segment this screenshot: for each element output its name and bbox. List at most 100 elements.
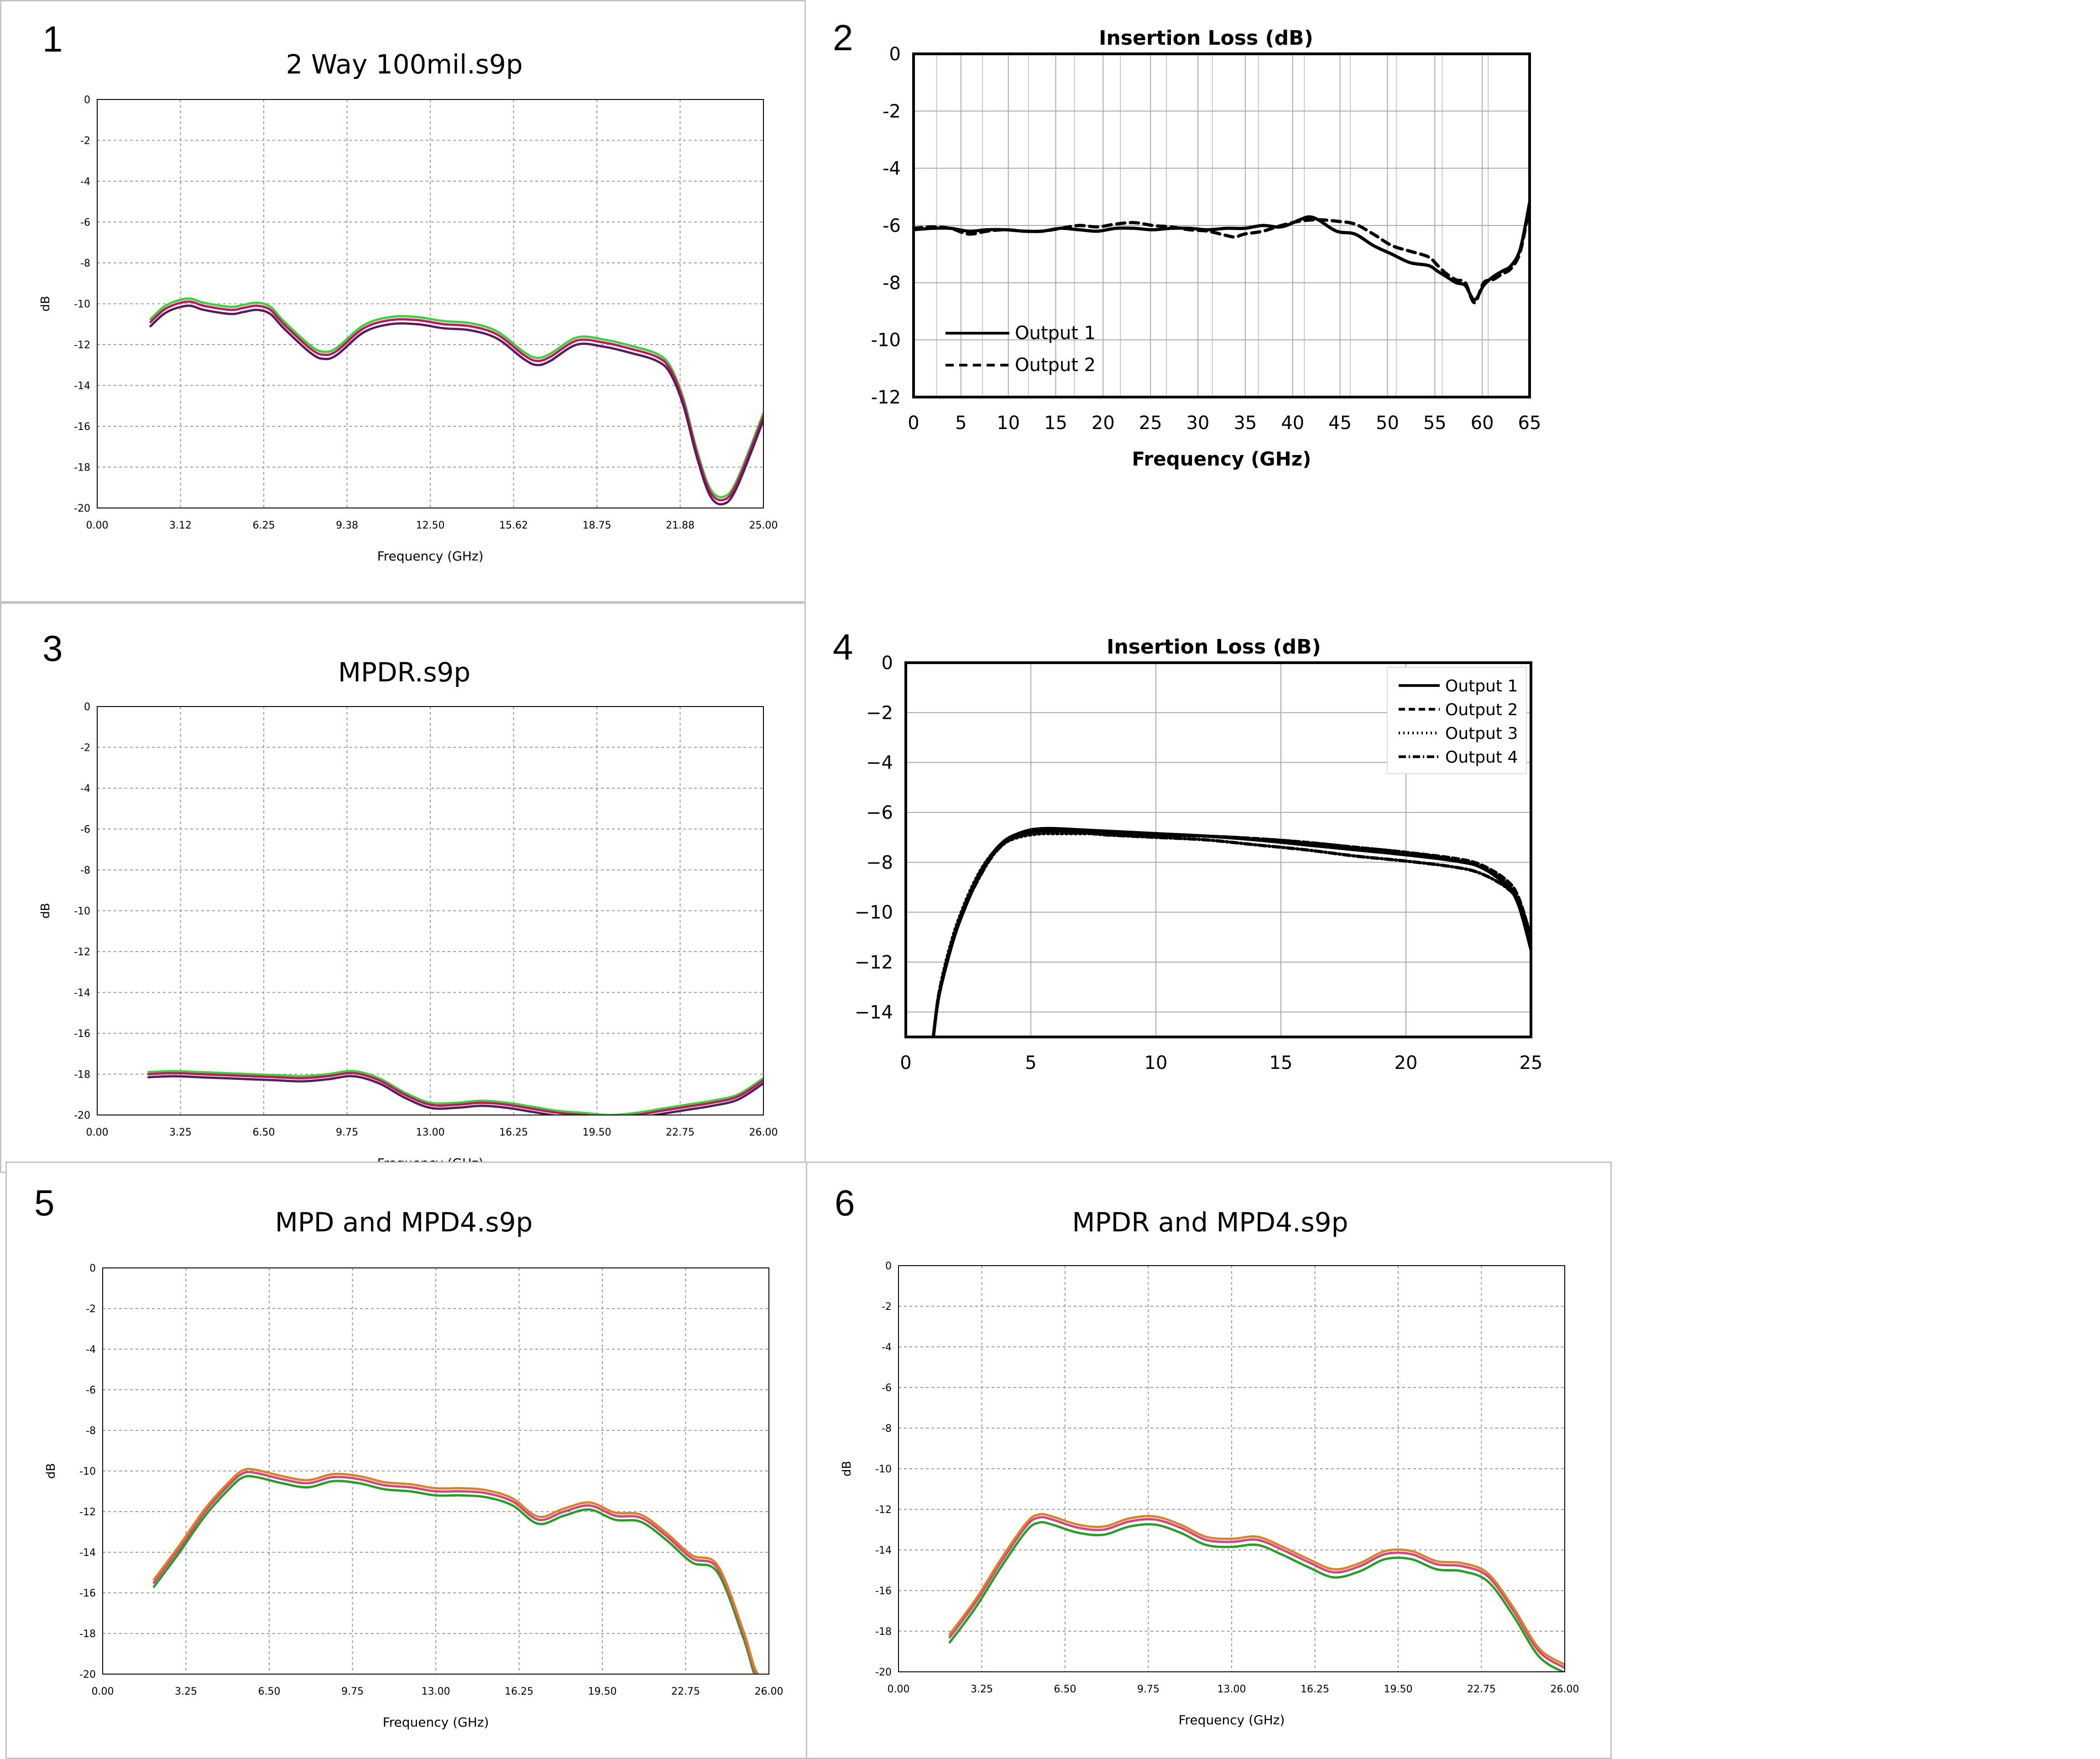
legend-label: Output 2 [1445, 701, 1518, 719]
series-line [149, 304, 763, 506]
x-tick-label: 13.00 [1217, 1684, 1246, 1695]
x-axis-label: Frequency (GHz) [1179, 1712, 1285, 1728]
x-axis-label: Frequency (GHz) [377, 549, 484, 564]
series-line [914, 201, 1530, 302]
series-line [948, 1513, 1565, 1666]
chart-title: Insertion Loss (dB) [1107, 635, 1321, 659]
x-tick-label: 5 [1025, 1052, 1036, 1073]
x-tick-label: 10 [1144, 1052, 1168, 1073]
x-tick-label: 22.75 [666, 1127, 695, 1138]
x-tick-label: 16.25 [1301, 1684, 1329, 1695]
x-tick-label: 22.75 [671, 1686, 700, 1697]
y-tick-label: -12 [875, 1504, 892, 1516]
y-tick-label: -18 [79, 1628, 96, 1640]
y-tick-label: -6 [80, 217, 90, 229]
x-tick-label: 10 [997, 413, 1020, 434]
x-tick-label: 15 [1044, 413, 1067, 434]
y-tick-label: -8 [80, 865, 90, 876]
y-tick-label: −12 [855, 952, 893, 973]
y-tick-label: -18 [875, 1626, 892, 1638]
y-tick-label: -20 [875, 1667, 892, 1678]
chart-title: 2 Way 100mil.s9p [286, 49, 522, 80]
x-tick-label: 18.75 [583, 520, 611, 531]
y-tick-label: -12 [74, 947, 90, 958]
y-tick-label: -8 [882, 1423, 892, 1434]
y-tick-label: -8 [86, 1425, 96, 1437]
y-tick-label: -6 [86, 1385, 96, 1396]
x-tick-label: 55 [1423, 413, 1447, 434]
y-tick-label: −6 [866, 802, 893, 823]
x-axis-label: Frequency (GHz) [1132, 448, 1311, 470]
y-axis-label: dB [840, 1461, 854, 1476]
series-group [914, 201, 1530, 304]
y-tick-label: -8 [883, 272, 901, 293]
y-tick-label: -2 [86, 1304, 96, 1315]
x-tick-label: 0.00 [888, 1684, 910, 1695]
x-tick-label: 25.00 [749, 520, 778, 531]
y-tick-label: -10 [74, 906, 90, 917]
series-group [931, 827, 1531, 1037]
y-tick-label: 0 [882, 653, 893, 674]
y-tick-label: -20 [74, 1110, 90, 1121]
x-axis-label: Frequency (GHz) [1129, 1088, 1308, 1091]
panel-number: 2 [833, 17, 853, 58]
y-tick-label: 0 [84, 94, 90, 106]
series-group [147, 1070, 763, 1115]
x-tick-label: 65 [1518, 413, 1541, 434]
x-tick-label: 6.50 [253, 1127, 275, 1138]
x-tick-label: 3.25 [175, 1686, 197, 1697]
legend-label: Output 1 [1445, 677, 1518, 696]
y-tick-label: -2 [882, 1301, 892, 1313]
y-tick-label: -16 [875, 1586, 892, 1597]
chart-panel-3: 3 MPDR.s9p 0.00 3.25 6.50 9.75 13.00 16.25 19.50… [0, 602, 806, 1173]
legend-label: Output 4 [1445, 748, 1518, 767]
chart-panel-1: 1 2 Way 100mil.s9p 0.00 3.12 6.25 9.38 12.50 15… [0, 0, 806, 602]
plot-frame [912, 52, 1531, 398]
x-tick-label: 9.38 [336, 520, 358, 531]
x-tick-label: 60 [1471, 413, 1494, 434]
series-line [948, 1516, 1565, 1669]
panel-number: 5 [34, 1183, 55, 1223]
y-tick-label: -2 [80, 743, 90, 754]
panel-number: 3 [42, 628, 63, 669]
chart-title: Insertion Loss (dB) [1099, 26, 1313, 50]
x-tick-label: 3.25 [971, 1684, 993, 1695]
x-tick-label: 0 [900, 1052, 911, 1073]
chart-title: MPDR.s9p [338, 657, 470, 688]
legend-label: Output 2 [1015, 355, 1096, 376]
y-tick-label: -18 [74, 462, 90, 474]
y-tick-label: -14 [875, 1545, 892, 1556]
y-tick-label: 0 [84, 702, 90, 713]
y-axis-label: dB [39, 903, 52, 918]
y-tick-label: -6 [883, 215, 901, 236]
x-tick-label: 15.62 [499, 520, 528, 531]
series-line [147, 1075, 763, 1115]
y-tick-label: -20 [79, 1669, 96, 1680]
plot-frame [904, 661, 1532, 1038]
chart-svg: 2 Insertion Loss (dB) 0 5 10 15 20 25 30 35 40 45 50… [833, 17, 1541, 470]
x-tick-label: 19.50 [1384, 1684, 1413, 1695]
series-line [152, 1475, 756, 1674]
y-tick-label: -2 [80, 136, 90, 147]
series-line [152, 1468, 760, 1674]
series-line [931, 827, 1531, 1037]
y-tick-label: -12 [871, 387, 901, 408]
x-tick-label: 9.75 [336, 1127, 358, 1138]
x-tick-label: 6.25 [253, 520, 275, 531]
series-line [914, 204, 1530, 304]
x-tick-label: 26.00 [749, 1127, 778, 1138]
y-tick-label: -4 [883, 158, 901, 179]
x-tick-label: 6.50 [1054, 1684, 1076, 1695]
x-tick-label: 16.25 [505, 1686, 533, 1697]
x-tick-label: 15 [1269, 1052, 1293, 1073]
y-tick-label: -2 [883, 101, 901, 122]
x-tick-label: 13.00 [416, 1127, 445, 1138]
x-tick-label: 26.00 [1551, 1684, 1579, 1695]
chart-svg: 1 2 Way 100mil.s9p 0.00 3.12 6.25 9.38 12.50 15… [39, 19, 778, 564]
x-tick-label: 19.50 [588, 1686, 617, 1697]
x-tick-label: 0.00 [86, 1127, 109, 1138]
x-tick-label: 16.25 [499, 1127, 528, 1138]
chart-svg: 4 Insertion Loss (dB) 0 5 10 15 20 25 0 −2 −4 −6 −8 −… [833, 627, 1542, 1091]
y-tick-label: -4 [80, 176, 90, 188]
x-tick-label: 0 [908, 413, 919, 434]
